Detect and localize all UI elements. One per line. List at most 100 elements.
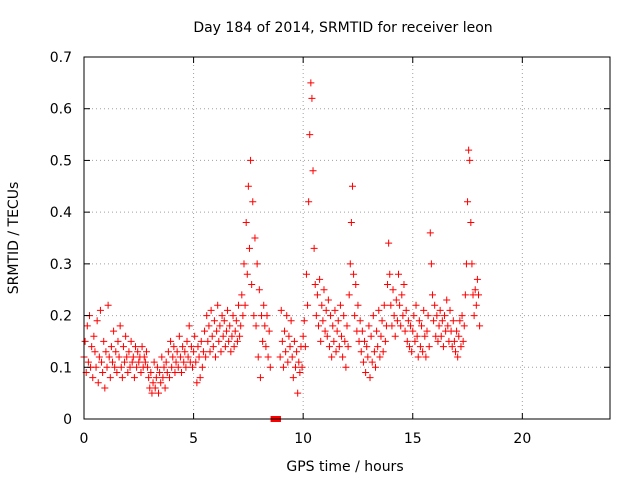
data-point (224, 306, 232, 314)
data-point (176, 353, 184, 361)
data-point (103, 363, 111, 371)
data-point (346, 260, 354, 268)
data-point (118, 374, 126, 382)
data-point (233, 337, 241, 345)
data-point (226, 322, 234, 330)
data-point (222, 327, 230, 335)
y-tick-label: 0.1 (50, 360, 72, 376)
data-point (347, 218, 355, 226)
data-point (453, 327, 461, 335)
data-point (451, 348, 459, 356)
data-point (311, 281, 319, 289)
data-point (426, 229, 434, 237)
data-point (161, 384, 169, 392)
data-point (144, 363, 152, 371)
data-point (199, 348, 207, 356)
data-point (112, 348, 120, 356)
data-point (367, 332, 375, 340)
data-point (155, 389, 163, 397)
data-point (329, 322, 337, 330)
data-point (368, 358, 376, 366)
data-point (265, 327, 273, 335)
data-point (208, 332, 216, 340)
data-point (152, 374, 160, 382)
data-point (210, 317, 218, 325)
data-point (132, 343, 140, 351)
data-point (114, 337, 122, 345)
data-point (409, 327, 417, 335)
data-point (362, 368, 370, 376)
data-point (229, 312, 237, 320)
data-point (389, 286, 397, 294)
data-point (276, 353, 284, 361)
data-point (358, 327, 366, 335)
data-point (330, 337, 338, 345)
data-point (333, 327, 341, 335)
chart-title: Day 184 of 2014, SRMTID for receiver leo… (193, 20, 492, 36)
data-point (308, 94, 316, 102)
data-point (278, 337, 286, 345)
data-point (107, 343, 115, 351)
data-point (387, 301, 395, 309)
data-point (266, 363, 274, 371)
data-point (335, 343, 343, 351)
data-point (320, 286, 328, 294)
data-point (380, 301, 388, 309)
data-point (446, 306, 454, 314)
data-point (419, 348, 427, 356)
data-point (90, 332, 98, 340)
data-point (277, 306, 285, 314)
data-point (179, 343, 187, 351)
data-point (393, 317, 401, 325)
data-point (129, 353, 137, 361)
data-point (318, 301, 326, 309)
data-point (235, 301, 243, 309)
data-point (370, 348, 378, 356)
data-point (204, 337, 212, 345)
data-point (317, 337, 325, 345)
data-point (375, 306, 383, 314)
data-point (352, 281, 360, 289)
data-point (345, 291, 353, 299)
data-point (212, 353, 219, 361)
data-point (431, 301, 439, 309)
data-point (106, 374, 114, 382)
data-point (102, 348, 110, 356)
data-point (281, 327, 289, 335)
data-point (279, 363, 287, 371)
data-point (218, 312, 226, 320)
data-point (187, 343, 195, 351)
data-point (415, 317, 423, 325)
data-point (290, 337, 298, 345)
data-point (343, 322, 351, 330)
data-point (369, 312, 377, 320)
data-point (457, 343, 465, 351)
data-point (201, 327, 209, 335)
data-point (119, 343, 127, 351)
data-point (321, 327, 329, 335)
y-tick-label: 0.3 (50, 257, 72, 273)
data-point (108, 358, 116, 366)
data-point (291, 363, 299, 371)
data-point (298, 363, 306, 371)
data-point (285, 332, 293, 340)
data-point (174, 363, 182, 371)
data-point (460, 322, 468, 330)
data-point (437, 332, 445, 340)
y-tick-label: 0.2 (50, 309, 72, 325)
data-point (158, 353, 166, 361)
data-point (248, 281, 256, 289)
data-point (413, 332, 421, 340)
data-point (89, 374, 97, 382)
data-point (422, 353, 430, 361)
data-point (213, 327, 221, 335)
data-point (151, 384, 159, 392)
data-point (401, 327, 409, 335)
data-point (172, 358, 180, 366)
data-point (194, 343, 202, 351)
data-point (92, 363, 100, 371)
data-point (384, 281, 392, 289)
data-point (156, 368, 164, 376)
data-point (361, 337, 369, 345)
